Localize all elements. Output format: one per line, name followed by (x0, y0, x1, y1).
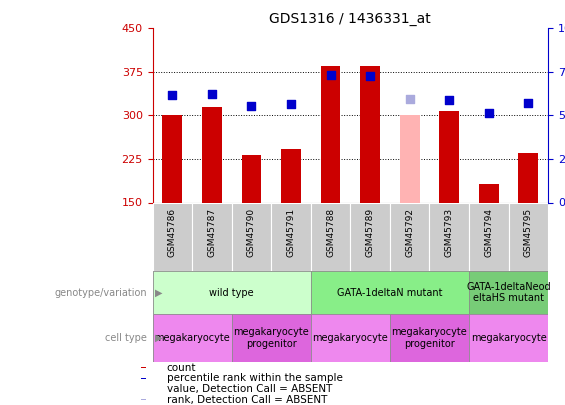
Bar (469, 314, 548, 362)
Text: GSM45787: GSM45787 (207, 208, 216, 257)
Text: percentile rank within the sample: percentile rank within the sample (167, 373, 342, 384)
Bar (321, 66, 340, 202)
Text: GATA-1deltaN mutant: GATA-1deltaN mutant (337, 288, 442, 298)
Text: rank, Detection Call = ABSENT: rank, Detection Call = ABSENT (167, 395, 327, 405)
Text: cell type: cell type (105, 333, 147, 343)
Text: megakaryocyte
progenitor: megakaryocyte progenitor (392, 327, 467, 349)
Bar (469, 202, 508, 271)
Point (286, 100, 295, 107)
Point (524, 100, 533, 107)
Text: megakaryocyte: megakaryocyte (312, 333, 388, 343)
Text: genotype/variation: genotype/variation (54, 288, 147, 298)
Bar (311, 314, 390, 362)
Text: megakaryocyte: megakaryocyte (471, 333, 546, 343)
Text: megakaryocyte: megakaryocyte (154, 333, 230, 343)
Text: megakaryocyte
progenitor: megakaryocyte progenitor (233, 327, 309, 349)
Text: GSM45790: GSM45790 (247, 208, 256, 257)
Text: GSM45792: GSM45792 (405, 208, 414, 257)
Text: value, Detection Call = ABSENT: value, Detection Call = ABSENT (167, 384, 332, 394)
Point (326, 72, 335, 78)
Point (247, 102, 256, 109)
Bar (429, 202, 469, 271)
Bar (153, 271, 311, 314)
Point (366, 73, 375, 79)
Bar (350, 202, 390, 271)
Point (445, 96, 454, 103)
Bar (271, 202, 311, 271)
Text: GSM45795: GSM45795 (524, 208, 533, 257)
Bar (440, 111, 459, 202)
Text: ▶: ▶ (155, 288, 163, 298)
Text: GSM45793: GSM45793 (445, 208, 454, 257)
Bar (469, 271, 548, 314)
Text: count: count (167, 363, 196, 373)
Bar (202, 107, 221, 202)
Point (207, 91, 216, 97)
Bar (242, 155, 261, 202)
Text: ▶: ▶ (155, 333, 163, 343)
Bar (519, 153, 538, 202)
Bar (232, 202, 271, 271)
Bar (141, 389, 146, 390)
Bar (479, 184, 498, 202)
Bar (400, 115, 419, 202)
Text: GSM45786: GSM45786 (168, 208, 177, 257)
Bar (281, 149, 301, 202)
Point (484, 109, 493, 116)
Bar (232, 314, 311, 362)
Text: GATA-1deltaNeod
eltaHS mutant: GATA-1deltaNeod eltaHS mutant (466, 282, 551, 303)
Bar (141, 399, 146, 400)
Bar (141, 378, 146, 379)
Title: GDS1316 / 1436331_at: GDS1316 / 1436331_at (270, 12, 431, 26)
Text: GSM45789: GSM45789 (366, 208, 375, 257)
Bar (311, 202, 350, 271)
Text: GSM45794: GSM45794 (484, 208, 493, 257)
Bar (192, 202, 232, 271)
Bar (153, 202, 192, 271)
Bar (141, 367, 146, 368)
Text: GSM45788: GSM45788 (326, 208, 335, 257)
Bar (153, 314, 232, 362)
Bar (390, 314, 469, 362)
Bar (390, 202, 429, 271)
Point (168, 92, 177, 98)
Bar (163, 115, 182, 202)
Text: GSM45791: GSM45791 (286, 208, 295, 257)
Bar (311, 271, 469, 314)
Bar (360, 66, 380, 202)
Bar (508, 202, 548, 271)
Text: wild type: wild type (210, 288, 254, 298)
Point (405, 96, 414, 102)
